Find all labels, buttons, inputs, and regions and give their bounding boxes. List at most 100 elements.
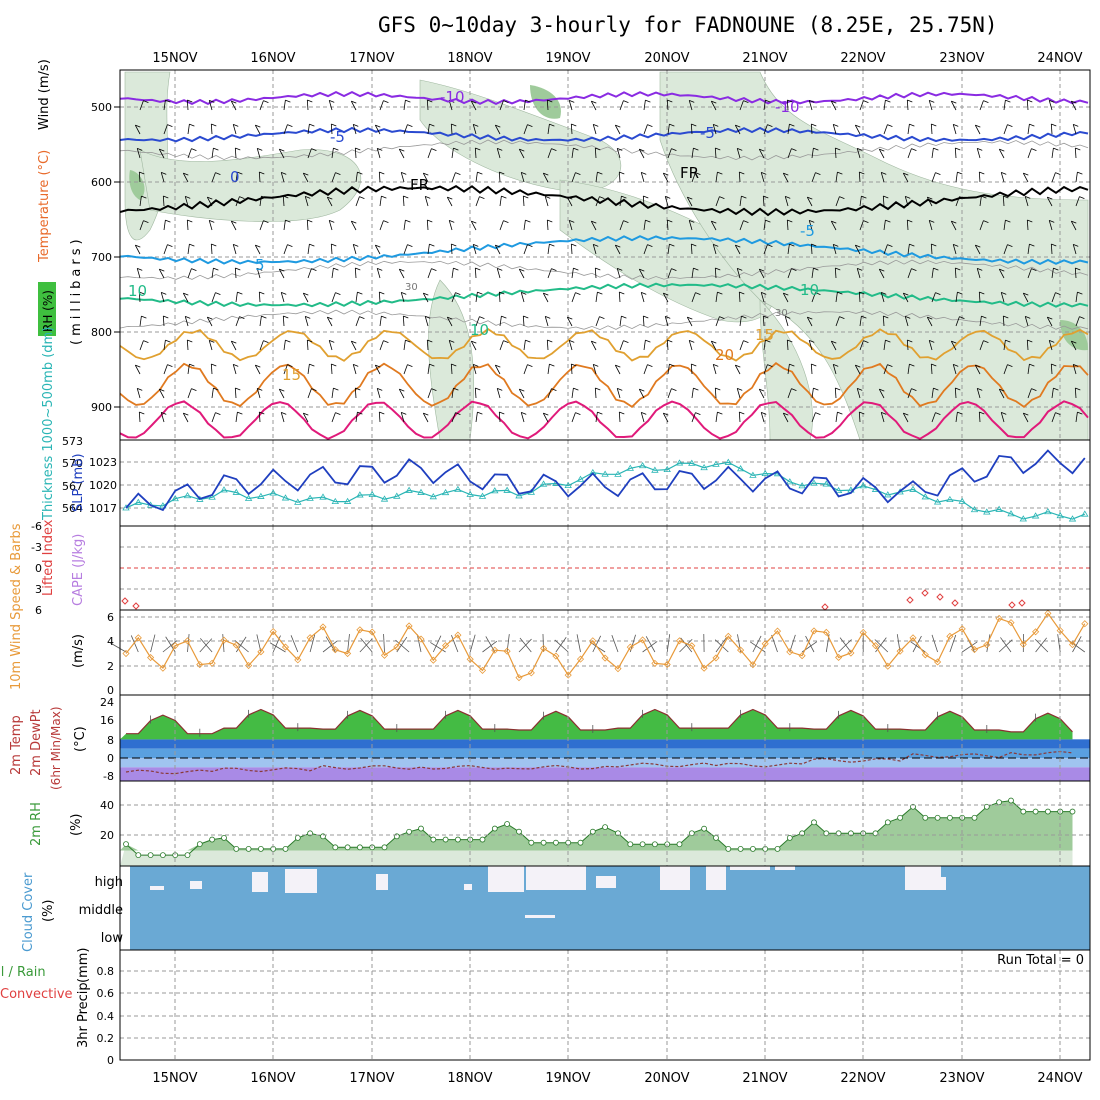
wind-barb	[859, 220, 864, 231]
wind-barb-flag	[767, 244, 773, 247]
wind-barb	[930, 363, 933, 375]
wind10m-barb	[234, 640, 249, 653]
wind-barb	[666, 99, 669, 111]
wind10m-barb	[110, 642, 127, 653]
wind-barb	[427, 268, 432, 279]
wind-barb-flag	[615, 244, 621, 248]
wind-barb	[690, 363, 693, 375]
wind-barb-flag	[551, 268, 557, 271]
wind-barb	[1070, 340, 1077, 351]
wind-barb-flag	[543, 412, 549, 416]
wind-barb	[163, 340, 166, 351]
wind-barb	[494, 124, 501, 135]
wind-barb	[878, 388, 885, 399]
rh2m-grid	[120, 781, 1090, 866]
wind-barb	[211, 412, 216, 423]
wind-barb-flag	[667, 219, 673, 223]
wind10m-barb	[874, 639, 889, 653]
wind-barb	[448, 100, 453, 111]
wind-barb	[592, 364, 597, 375]
wind10m-marker	[208, 659, 216, 667]
wind-barb	[859, 196, 862, 207]
wind-barb	[738, 171, 741, 183]
wind-barb	[278, 388, 285, 399]
rh2m-marker	[639, 841, 646, 848]
wind-barb-flag	[503, 100, 509, 103]
thickness-marker	[564, 481, 572, 488]
wind-barb-flag	[1029, 363, 1035, 367]
wind-barb-flag	[767, 124, 773, 127]
wind-barb-flag	[879, 268, 885, 272]
wind-barb-flag	[237, 171, 243, 175]
wind-barb	[306, 339, 309, 351]
wind-barb	[931, 388, 934, 399]
thickness-marker	[208, 493, 216, 500]
wind-barb	[784, 316, 789, 327]
wind-barb	[331, 292, 336, 303]
wind-barb	[858, 171, 861, 183]
wind-barb-flag	[527, 244, 533, 247]
wind-barb	[546, 99, 549, 111]
wind-barb	[715, 196, 720, 207]
wind-barb-flag	[399, 268, 405, 272]
rh2m-marker	[344, 844, 351, 851]
wind-barb	[787, 388, 792, 399]
bottom-date-label: 24NOV	[1037, 1071, 1082, 1086]
wind-barb-flag	[403, 195, 409, 199]
wind-barb-flag	[407, 244, 413, 247]
rh2m-marker	[725, 845, 732, 852]
lifted-index-marker	[936, 593, 944, 601]
temp-band	[120, 739, 1090, 749]
wind-barb-flag	[617, 388, 623, 391]
wind-barb-flag	[399, 148, 405, 152]
wind-barb-flag	[309, 243, 315, 247]
thickness-marker	[244, 494, 253, 501]
wind-barb-flag	[591, 340, 597, 344]
wind-barb	[307, 388, 312, 399]
wind-barb	[568, 220, 573, 231]
wind10m-marker	[515, 674, 523, 682]
bottom-date-label: 16NOV	[250, 1071, 295, 1086]
thickness-marker	[724, 458, 733, 465]
thickness-marker	[331, 497, 340, 504]
upper-air-grid	[120, 70, 1090, 440]
wind-barb	[883, 340, 886, 351]
wind-barb-flag	[639, 268, 645, 272]
wind-barb	[1074, 387, 1077, 399]
rh2m-marker	[196, 841, 203, 848]
wind-barb-flag	[279, 388, 285, 392]
wind-barb-flag	[737, 268, 743, 271]
wind-barb	[590, 100, 597, 111]
wind-barb	[1027, 268, 1032, 279]
wind-barb-flag	[741, 315, 747, 319]
thickness-marker	[958, 497, 966, 504]
rh2m-marker	[553, 839, 559, 846]
wind-barb-flag	[739, 411, 745, 415]
wind-barb	[210, 363, 213, 375]
wind10m-barb	[519, 637, 532, 653]
wind-barb	[688, 100, 693, 111]
wind-barb-flag	[975, 124, 981, 128]
bottom-date-label: 18NOV	[447, 1071, 492, 1086]
wind10m-marker	[983, 641, 991, 649]
rh2m-marker	[786, 834, 793, 841]
wind-barb	[974, 364, 981, 375]
wind-barb	[590, 340, 597, 351]
wind-barb	[974, 124, 981, 135]
wind-barb-flag	[791, 268, 797, 271]
wind-barb-flag	[143, 220, 149, 223]
wind-barb	[906, 219, 909, 231]
wind-barb-flag	[739, 171, 745, 175]
wind10m-marker	[220, 636, 228, 644]
wind-barb	[230, 100, 237, 111]
wind-barb	[283, 340, 286, 351]
wind10m-axis-label: 10m Wind Speed & Barbs	[9, 523, 24, 690]
wind-barb-flag	[213, 147, 219, 151]
wind-barb	[907, 268, 912, 279]
wind-barb	[542, 172, 549, 183]
wind-barb-flag	[163, 315, 169, 319]
wind-barb-flag	[377, 388, 383, 391]
wind-barb-flag	[719, 316, 725, 319]
wind-barb-flag	[929, 220, 935, 223]
wind-barb	[472, 364, 477, 375]
